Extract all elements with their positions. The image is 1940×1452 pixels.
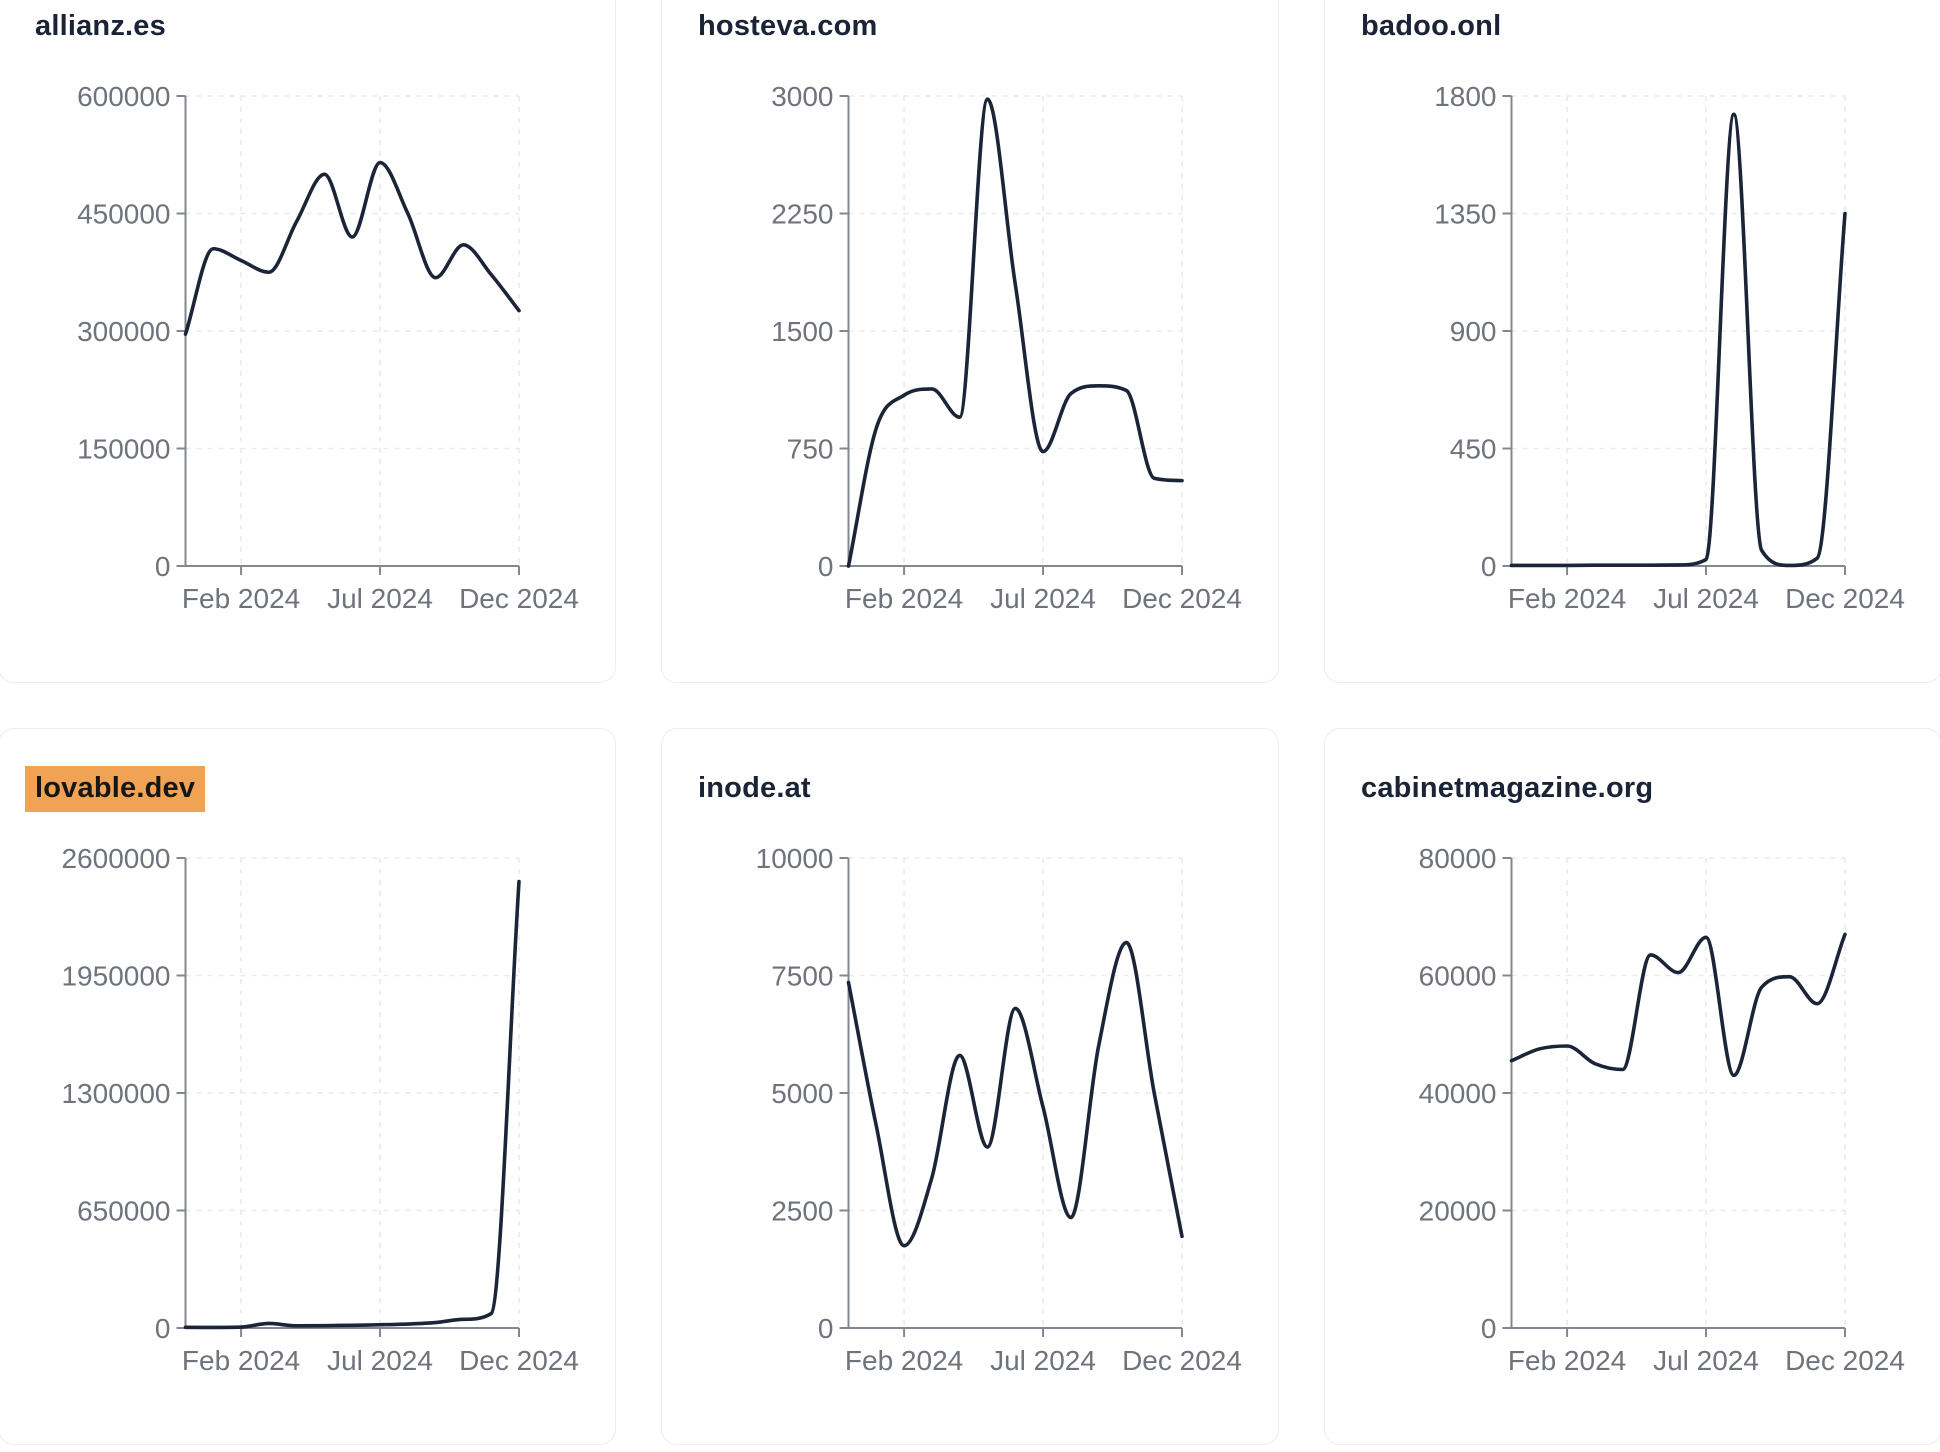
y-tick-label: 0 [1481, 551, 1497, 582]
y-tick-label: 1300000 [61, 1078, 170, 1109]
chart-title: inode.at [698, 772, 811, 805]
line-series [1509, 932, 1847, 1078]
y-tick-label: 40000 [1419, 1078, 1497, 1109]
chart-card-allianz-es: allianz.es 0 150000 300000 450000 600000 Feb … [0, 0, 616, 683]
chart-card-hosteva-com: hosteva.com 0 750 1500 2250 3000 Feb 2024 Jul … [661, 0, 1279, 683]
x-tick-label: Dec 2024 [1122, 583, 1242, 614]
x-tick-label: Feb 2024 [182, 1345, 300, 1376]
x-tick-label: Dec 2024 [459, 1345, 579, 1376]
x-tick-label: Dec 2024 [1785, 1345, 1905, 1376]
y-tick-label: 10000 [756, 843, 834, 874]
y-tick-label: 600000 [77, 81, 170, 112]
chart-title: badoo.onl [1361, 10, 1502, 43]
line-series [846, 940, 1184, 1248]
x-tick-label: Jul 2024 [990, 1345, 1096, 1376]
line-chart: 0 450 900 1350 1800 Feb 2024 Jul 2024 Dec 2024 [1434, 81, 1905, 614]
y-tick-label: 0 [155, 1313, 171, 1344]
y-tick-label: 650000 [77, 1195, 170, 1226]
y-tick-label: 750 [787, 433, 834, 464]
y-tick-label: 2600000 [61, 843, 170, 874]
line-series [846, 97, 1184, 568]
line-chart: 0 2500 5000 7500 10000 Feb 2024 Jul 2024 Dec 20… [756, 843, 1242, 1376]
y-tick-label: 0 [155, 551, 171, 582]
chart-title-text: badoo.onl [1361, 10, 1502, 42]
line-series [183, 879, 521, 1330]
y-tick-label: 60000 [1419, 960, 1497, 991]
line-chart: 0 20000 40000 60000 80000 Feb 2024 Jul 2024 Dec… [1419, 843, 1905, 1376]
chart-title: lovable.dev [25, 766, 206, 812]
x-tick-label: Dec 2024 [1122, 1345, 1242, 1376]
x-tick-label: Jul 2024 [327, 583, 433, 614]
line-chart: 0 650000 1300000 1950000 2600000 Feb 2024 Jul … [61, 843, 579, 1376]
y-tick-label: 450 [1450, 433, 1497, 464]
x-tick-label: Jul 2024 [990, 583, 1096, 614]
chart-card-badoo-onl: badoo.onl 0 450 900 1350 1800 Feb 2024 Jul 202… [1324, 0, 1940, 683]
x-tick-label: Feb 2024 [1508, 583, 1626, 614]
y-tick-label: 150000 [77, 433, 170, 464]
y-tick-label: 80000 [1419, 843, 1497, 874]
y-tick-label: 900 [1450, 316, 1497, 347]
y-tick-label: 7500 [771, 960, 833, 991]
chart-title: cabinetmagazine.org [1361, 772, 1654, 805]
y-tick-label: 2250 [771, 198, 833, 229]
line-series [183, 160, 521, 336]
chart-card-lovable-dev: lovable.dev 0 650000 1300000 1950000 2600000… [0, 728, 616, 1445]
chart-card-inode-at: inode.at 0 2500 5000 7500 10000 Feb 2024 Jul 2… [661, 728, 1279, 1445]
line-chart: 0 750 1500 2250 3000 Feb 2024 Jul 2024 Dec 2024 [771, 81, 1242, 614]
chart-title: hosteva.com [698, 10, 878, 43]
y-tick-label: 450000 [77, 198, 170, 229]
chart-title-text: allianz.es [35, 10, 166, 42]
y-tick-label: 1500 [771, 316, 833, 347]
y-tick-label: 1950000 [61, 960, 170, 991]
x-tick-label: Feb 2024 [845, 1345, 963, 1376]
chart-title-text: hosteva.com [698, 10, 878, 42]
y-tick-label: 0 [818, 551, 834, 582]
x-tick-label: Feb 2024 [1508, 1345, 1626, 1376]
x-tick-label: Feb 2024 [182, 583, 300, 614]
chart-title-text-highlighted: lovable.dev [25, 766, 206, 812]
y-tick-label: 3000 [771, 81, 833, 112]
chart-title-text: cabinetmagazine.org [1361, 772, 1654, 804]
y-tick-label: 5000 [771, 1078, 833, 1109]
line-series [1509, 112, 1847, 568]
chart-title: allianz.es [35, 10, 166, 43]
y-tick-label: 300000 [77, 316, 170, 347]
line-chart: 0 150000 300000 450000 600000 Feb 2024 Jul 202… [77, 81, 579, 614]
chart-card-cabinetmagazine-org: cabinetmagazine.org 0 20000 40000 60000 8000… [1324, 728, 1940, 1445]
x-tick-label: Feb 2024 [845, 583, 963, 614]
x-tick-label: Jul 2024 [327, 1345, 433, 1376]
y-tick-label: 0 [1481, 1313, 1497, 1344]
y-tick-label: 1800 [1434, 81, 1496, 112]
y-tick-label: 1350 [1434, 198, 1496, 229]
y-tick-label: 2500 [771, 1195, 833, 1226]
x-tick-label: Jul 2024 [1653, 583, 1759, 614]
chart-title-text: inode.at [698, 772, 811, 804]
y-tick-label: 20000 [1419, 1195, 1497, 1226]
x-tick-label: Dec 2024 [1785, 583, 1905, 614]
x-tick-label: Dec 2024 [459, 583, 579, 614]
x-tick-label: Jul 2024 [1653, 1345, 1759, 1376]
y-tick-label: 0 [818, 1313, 834, 1344]
